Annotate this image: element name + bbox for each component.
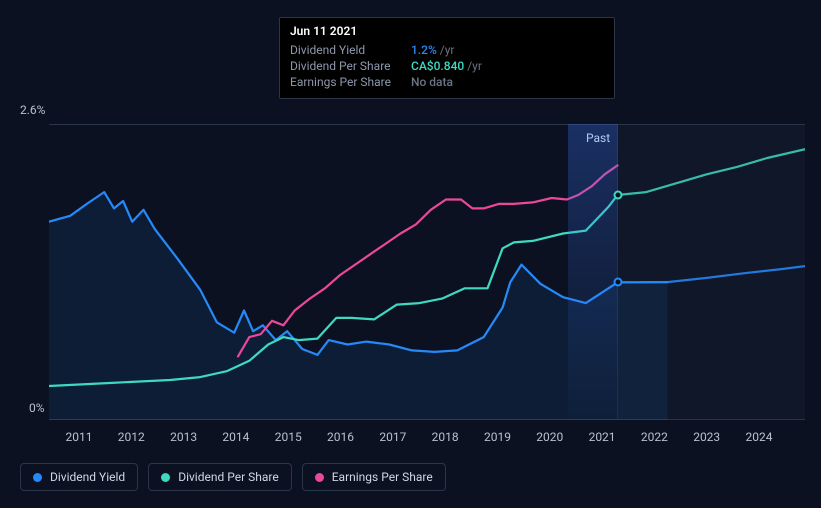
y-axis-min: 0% [29, 401, 45, 415]
x-tick: 2011 [66, 430, 93, 444]
series-marker [613, 278, 622, 287]
x-tick: 2021 [589, 430, 616, 444]
legend: Dividend Yield Dividend Per Share Earnings… [20, 463, 446, 491]
tooltip-row: Dividend Yield1.2%/yr [290, 42, 482, 58]
legend-item[interactable]: Earnings Per Share [302, 463, 446, 491]
series-marker [613, 191, 622, 200]
tooltip-date: Jun 11 2021 [290, 24, 604, 38]
x-tick: 2012 [118, 430, 145, 444]
x-tick: 2018 [432, 430, 459, 444]
x-tick: 2017 [379, 430, 406, 444]
legend-item[interactable]: Dividend Yield [20, 463, 138, 491]
legend-dot-icon [161, 473, 170, 482]
x-tick: 2013 [170, 430, 197, 444]
chart-tooltip: Jun 11 2021 Dividend Yield1.2%/yrDividen… [279, 17, 615, 99]
x-tick: 2014 [222, 430, 249, 444]
tooltip-rows: Dividend Yield1.2%/yrDividend Per ShareC… [290, 42, 482, 90]
x-tick: 2015 [275, 430, 302, 444]
x-tick: 2020 [536, 430, 563, 444]
x-tick: 2016 [327, 430, 354, 444]
tooltip-row: Earnings Per ShareNo data [290, 74, 482, 90]
legend-label: Earnings Per Share [332, 470, 433, 484]
legend-label: Dividend Yield [50, 470, 125, 484]
x-tick: 2024 [746, 430, 773, 444]
x-tick: 2019 [484, 430, 511, 444]
legend-label: Dividend Per Share [178, 470, 279, 484]
legend-dot-icon [33, 473, 42, 482]
y-axis-max: 2.6% [20, 103, 45, 117]
dividend-chart: Jun 11 2021 Dividend Yield1.2%/yrDividen… [0, 0, 821, 508]
plot-area[interactable] [49, 124, 805, 420]
x-tick: 2023 [693, 430, 720, 444]
x-tick: 2022 [641, 430, 668, 444]
tooltip-row: Dividend Per ShareCA$0.840/yr [290, 58, 482, 74]
legend-item[interactable]: Dividend Per Share [148, 463, 292, 491]
legend-dot-icon [315, 473, 324, 482]
